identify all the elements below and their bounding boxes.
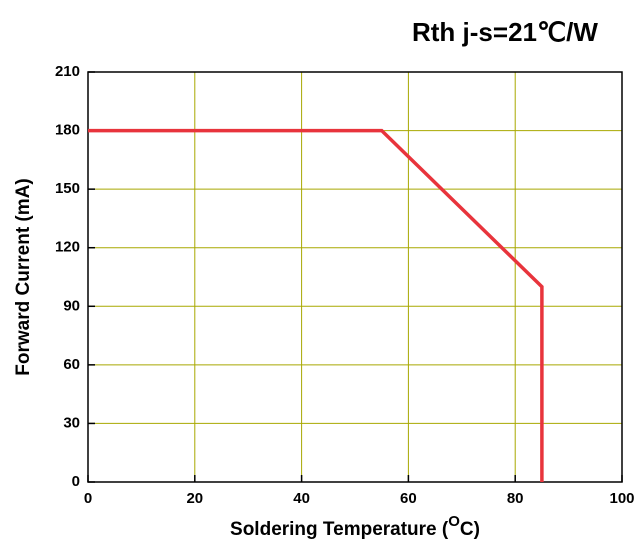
y-tick-label: 90: [63, 297, 80, 314]
x-label-end: C): [460, 519, 480, 540]
annotation: Rth j-s=21℃/W: [412, 17, 598, 47]
y-tick-label: 60: [63, 356, 80, 373]
series-line: [88, 128, 544, 482]
x-axis-label: Soldering Temperature (OC): [230, 513, 480, 540]
y-tick-label: 120: [55, 239, 80, 256]
x-tick-label: 40: [293, 490, 310, 507]
y-axis-label: Forward Current (mA): [13, 178, 34, 375]
y-tick-label: 180: [55, 122, 80, 139]
x-label-text: Soldering Temperature (: [230, 519, 449, 540]
x-tick-label: 0: [84, 490, 92, 507]
plot-frame: [87, 71, 623, 483]
y-tick-label: 150: [55, 180, 80, 197]
y-tick-label: 0: [72, 473, 80, 490]
x-label-sup: O: [448, 513, 460, 530]
x-tick-label: 80: [507, 490, 524, 507]
x-tick-label: 60: [400, 490, 417, 507]
x-tick-label: 100: [609, 490, 634, 507]
y-tick-label: 30: [63, 414, 80, 431]
x-tick-label: 20: [186, 490, 203, 507]
y-tick-label: 210: [55, 63, 80, 80]
